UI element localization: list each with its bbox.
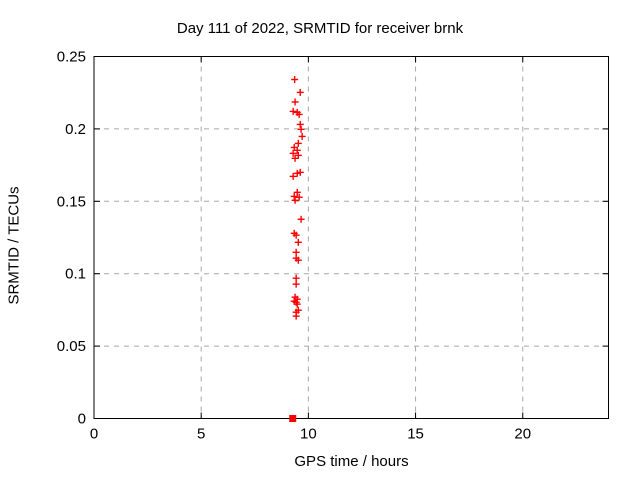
y-tick-label: 0.05 xyxy=(57,338,86,355)
y-axis-label: SRMTID / TECUs xyxy=(5,186,23,305)
x-tick-label: 10 xyxy=(300,426,317,443)
y-tick-label: 0.25 xyxy=(57,49,86,66)
zero-cluster-marker xyxy=(289,415,297,422)
chart-title: Day 111 of 2022, SRMTID for receiver brn… xyxy=(176,20,464,37)
y-tick-label: 0.15 xyxy=(57,193,86,210)
y-tick-label: 0.2 xyxy=(65,121,86,138)
plot-border xyxy=(93,56,609,419)
x-tick-label: 20 xyxy=(514,426,531,443)
x-axis-label: GPS time / hours xyxy=(294,453,409,470)
x-tick-label: 5 xyxy=(197,426,205,443)
y-tick-label: 0.1 xyxy=(65,266,86,283)
x-tick-label: 15 xyxy=(407,426,424,443)
x-tick-label: 0 xyxy=(90,426,98,443)
y-tick-label: 0 xyxy=(78,411,86,428)
